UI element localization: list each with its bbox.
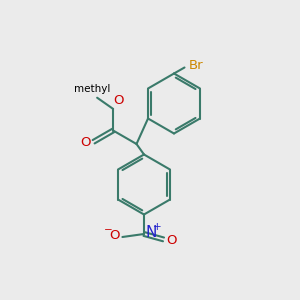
Text: Br: Br bbox=[188, 58, 203, 72]
Text: N: N bbox=[146, 225, 157, 240]
Text: +: + bbox=[153, 222, 161, 233]
Text: O: O bbox=[114, 94, 124, 106]
Text: O: O bbox=[80, 136, 91, 149]
Text: O: O bbox=[110, 229, 120, 242]
Text: O: O bbox=[167, 234, 177, 248]
Text: methyl: methyl bbox=[74, 84, 111, 94]
Text: −: − bbox=[103, 225, 112, 236]
